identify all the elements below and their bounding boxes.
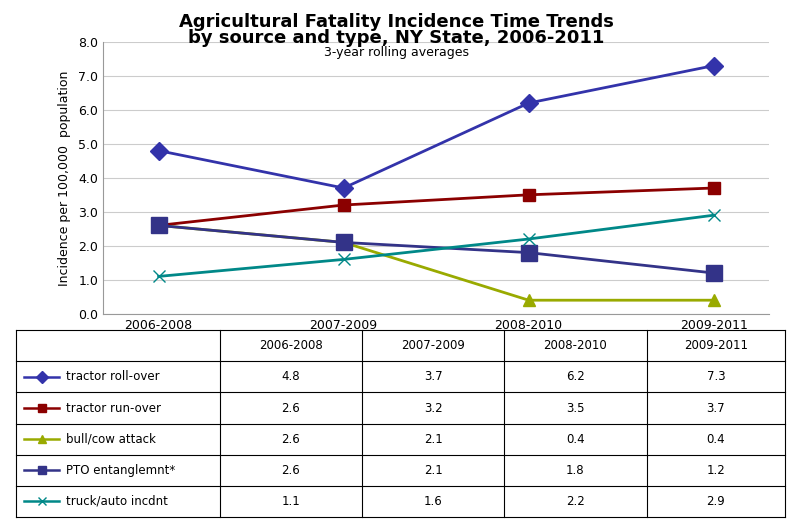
Text: 3.5: 3.5 bbox=[566, 402, 584, 415]
Text: 3-year rolling averages: 3-year rolling averages bbox=[324, 46, 469, 59]
Text: 0.4: 0.4 bbox=[707, 433, 725, 446]
Text: 2008-2010: 2008-2010 bbox=[543, 339, 607, 353]
Text: 1.6: 1.6 bbox=[423, 495, 442, 508]
Text: 2.9: 2.9 bbox=[707, 495, 726, 508]
Text: tractor run-over: tractor run-over bbox=[66, 402, 161, 415]
Text: 1.8: 1.8 bbox=[566, 464, 584, 477]
Text: 2007-2009: 2007-2009 bbox=[401, 339, 465, 353]
Text: 2.1: 2.1 bbox=[423, 433, 442, 446]
Text: 7.3: 7.3 bbox=[707, 370, 725, 383]
Text: by source and type, NY State, 2006-2011: by source and type, NY State, 2006-2011 bbox=[188, 29, 605, 47]
Text: PTO entanglemnt*: PTO entanglemnt* bbox=[66, 464, 175, 477]
Text: Agricultural Fatality Incidence Time Trends: Agricultural Fatality Incidence Time Tre… bbox=[179, 13, 614, 31]
Text: 3.7: 3.7 bbox=[707, 402, 725, 415]
Text: 4.8: 4.8 bbox=[282, 370, 301, 383]
Text: 2.6: 2.6 bbox=[282, 464, 301, 477]
Text: 1.2: 1.2 bbox=[707, 464, 726, 477]
Text: tractor roll-over: tractor roll-over bbox=[66, 370, 159, 383]
Text: bull/cow attack: bull/cow attack bbox=[66, 433, 155, 446]
Text: 3.7: 3.7 bbox=[423, 370, 442, 383]
Y-axis label: Incidence per 100,000  population: Incidence per 100,000 population bbox=[58, 70, 71, 286]
Text: 2.2: 2.2 bbox=[566, 495, 584, 508]
Text: 1.1: 1.1 bbox=[282, 495, 301, 508]
Text: 3.2: 3.2 bbox=[423, 402, 442, 415]
Text: 2.6: 2.6 bbox=[282, 402, 301, 415]
Text: 0.4: 0.4 bbox=[566, 433, 584, 446]
Text: 2009-2011: 2009-2011 bbox=[684, 339, 748, 353]
Text: 2006-2008: 2006-2008 bbox=[259, 339, 323, 353]
Text: 2.1: 2.1 bbox=[423, 464, 442, 477]
Text: 6.2: 6.2 bbox=[566, 370, 584, 383]
Text: truck/auto incdnt: truck/auto incdnt bbox=[66, 495, 167, 508]
Text: 2.6: 2.6 bbox=[282, 433, 301, 446]
